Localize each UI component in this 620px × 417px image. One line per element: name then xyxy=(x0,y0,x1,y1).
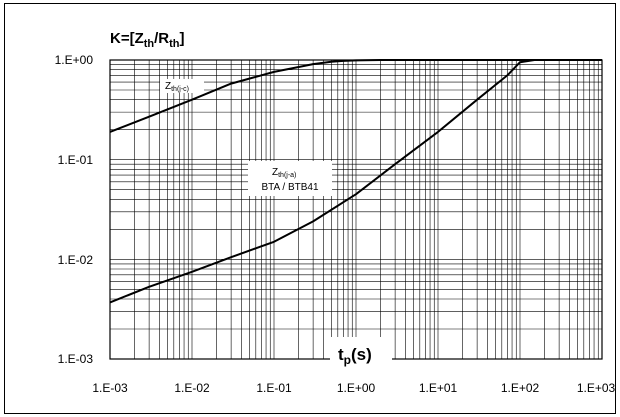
y-tick-label: 1.E-02 xyxy=(58,253,94,267)
series-label-jc-base: Z xyxy=(165,81,171,92)
x-tick-label: 1.E+03 xyxy=(577,381,616,395)
x-tick-label: 1.E+00 xyxy=(337,381,376,395)
series-label-ja-base: Z xyxy=(272,167,278,178)
chart-title: K=[Zth/Rth] xyxy=(110,30,185,50)
series-label-ja-box xyxy=(248,161,332,196)
chart-title-end: ] xyxy=(180,30,185,47)
x-axis-label-sub: p xyxy=(344,353,351,367)
y-tick-label: 1.E-01 xyxy=(58,153,94,167)
x-tick-label: 1.E+02 xyxy=(501,381,540,395)
outer-border xyxy=(4,3,616,414)
x-tick-labels: 1.E-03 1.E-02 1.E-01 1.E+00 1.E+01 1.E+0… xyxy=(92,381,615,395)
series-label-jc-sub: th(j-c) xyxy=(171,86,189,93)
chart-title-base: K=[Z xyxy=(110,30,144,47)
series-label-ja-text: Zth(j-a) xyxy=(272,167,296,179)
x-axis-label-end: (s) xyxy=(351,345,372,364)
x-tick-label: 1.E-01 xyxy=(256,381,292,395)
x-axis-label: tp(s) xyxy=(330,337,392,367)
x-axis-label-box xyxy=(330,337,392,367)
series-label-jc-text: Zth(j-c) xyxy=(165,81,189,93)
chart-title-mid: /R xyxy=(154,30,169,47)
series-label-jc: Zth(j-c) xyxy=(160,79,204,93)
chart-title-sub2: th xyxy=(169,38,180,50)
y-tick-labels: 1.E+00 1.E-01 1.E-02 1.E-03 xyxy=(55,53,94,366)
x-axis-label-text: tp(s) xyxy=(338,345,372,367)
y-tick-label: 1.E+00 xyxy=(55,53,94,67)
series-label-jc-box xyxy=(160,79,204,93)
series-line-zth-ja xyxy=(109,59,602,304)
series-label-ja-sub: th(j-a) xyxy=(278,172,296,179)
x-tick-label: 1.E-02 xyxy=(174,381,210,395)
y-tick-label: 1.E-03 xyxy=(58,352,94,366)
series-label-ja-line2: BTA / BTB41 xyxy=(261,182,318,193)
x-tick-label: 1.E-03 xyxy=(92,381,128,395)
series-label-ja: Zth(j-a) BTA / BTB41 xyxy=(248,161,332,196)
chart-title-sub1: th xyxy=(144,38,155,50)
x-tick-label: 1.E+01 xyxy=(419,381,458,395)
x-axis-label-base: t xyxy=(338,345,344,364)
